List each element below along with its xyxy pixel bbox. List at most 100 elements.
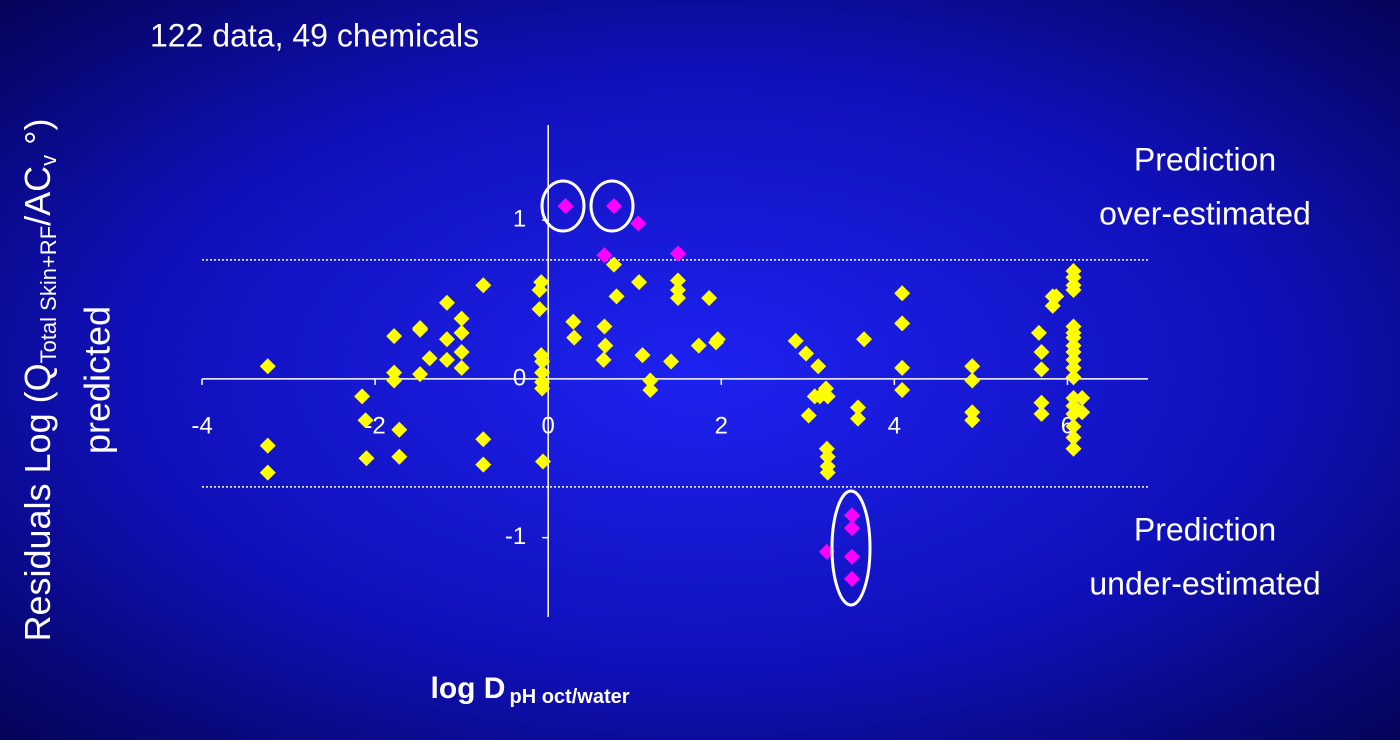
point <box>557 197 574 214</box>
point <box>438 351 455 368</box>
point <box>819 448 836 465</box>
point <box>533 274 550 291</box>
highlight-circle <box>589 179 635 233</box>
point <box>843 548 860 565</box>
point <box>642 372 659 389</box>
point <box>534 364 551 381</box>
point <box>819 388 836 405</box>
point <box>642 382 659 399</box>
subtitle: 122 data, 49 chemicals <box>150 17 479 53</box>
point <box>1065 282 1082 299</box>
point <box>1065 440 1082 457</box>
point <box>453 310 470 327</box>
point <box>709 331 726 348</box>
point <box>798 345 815 362</box>
y-tick-label: -1 <box>505 523 526 550</box>
annotation: over-estimated <box>1099 195 1311 231</box>
point <box>843 520 860 537</box>
point <box>1033 343 1050 360</box>
y-label-sub: v <box>36 155 61 166</box>
point <box>534 380 551 397</box>
point <box>1033 394 1050 411</box>
point <box>475 277 492 294</box>
point <box>800 407 817 424</box>
point <box>964 372 981 389</box>
point <box>259 437 276 454</box>
x-tick-label: 4 <box>888 412 901 439</box>
point <box>894 359 911 376</box>
point <box>630 215 647 232</box>
point <box>597 337 614 354</box>
point <box>631 274 648 291</box>
point <box>819 464 836 481</box>
highlight-circle <box>540 179 586 233</box>
point <box>663 353 680 370</box>
point <box>412 366 429 383</box>
point <box>259 358 276 375</box>
x-tick-label: 2 <box>715 412 728 439</box>
point <box>566 329 583 346</box>
point <box>964 358 981 375</box>
point <box>1030 324 1047 341</box>
point <box>386 328 403 345</box>
y-label-line: predicted <box>77 306 118 454</box>
highlight-circle <box>830 489 872 607</box>
point <box>475 431 492 448</box>
point <box>596 247 613 264</box>
point <box>608 288 625 305</box>
point <box>534 453 551 470</box>
point <box>453 343 470 360</box>
point <box>964 412 981 429</box>
x-label-part: log D <box>430 672 505 705</box>
point <box>1065 369 1082 386</box>
point <box>856 331 873 348</box>
y-tick-label: 1 <box>513 206 526 233</box>
point <box>1033 361 1050 378</box>
point <box>1065 418 1082 435</box>
point <box>595 351 612 368</box>
point <box>596 318 613 335</box>
point <box>894 315 911 332</box>
point <box>605 197 622 214</box>
point <box>1074 389 1091 406</box>
point <box>894 382 911 399</box>
point <box>810 358 827 375</box>
point <box>412 321 429 338</box>
x-label-sub: pH oct/water <box>509 686 629 708</box>
point <box>894 285 911 302</box>
point <box>850 399 867 416</box>
point <box>634 347 651 364</box>
point <box>391 448 408 465</box>
point <box>534 353 551 370</box>
point <box>453 324 470 341</box>
point <box>843 570 860 587</box>
point <box>357 412 374 429</box>
point <box>605 256 622 273</box>
plot-area: -4-20246-101 <box>191 125 1148 617</box>
point <box>1065 359 1082 376</box>
point <box>565 313 582 330</box>
y-tick-label: 0 <box>513 364 526 391</box>
point <box>531 301 548 318</box>
point <box>787 332 804 349</box>
point <box>1033 405 1050 422</box>
y-label-part: °) <box>17 118 58 154</box>
point <box>421 350 438 367</box>
point <box>690 337 707 354</box>
point <box>354 388 371 405</box>
point <box>1065 429 1082 446</box>
y-label-line: Residuals Log (QTotal Skin+RF/ACv °) <box>17 118 61 641</box>
point <box>850 410 867 427</box>
x-tick-label: 0 <box>542 412 555 439</box>
y-label-sub: Total Skin+RF <box>36 226 61 364</box>
point <box>670 289 686 306</box>
point <box>475 456 492 473</box>
point <box>453 359 470 376</box>
y-axis-label: Residuals Log (QTotal Skin+RF/ACv °) pre… <box>17 118 118 641</box>
point <box>438 331 455 348</box>
point <box>1074 404 1091 421</box>
annotation: Prediction <box>1134 511 1276 547</box>
